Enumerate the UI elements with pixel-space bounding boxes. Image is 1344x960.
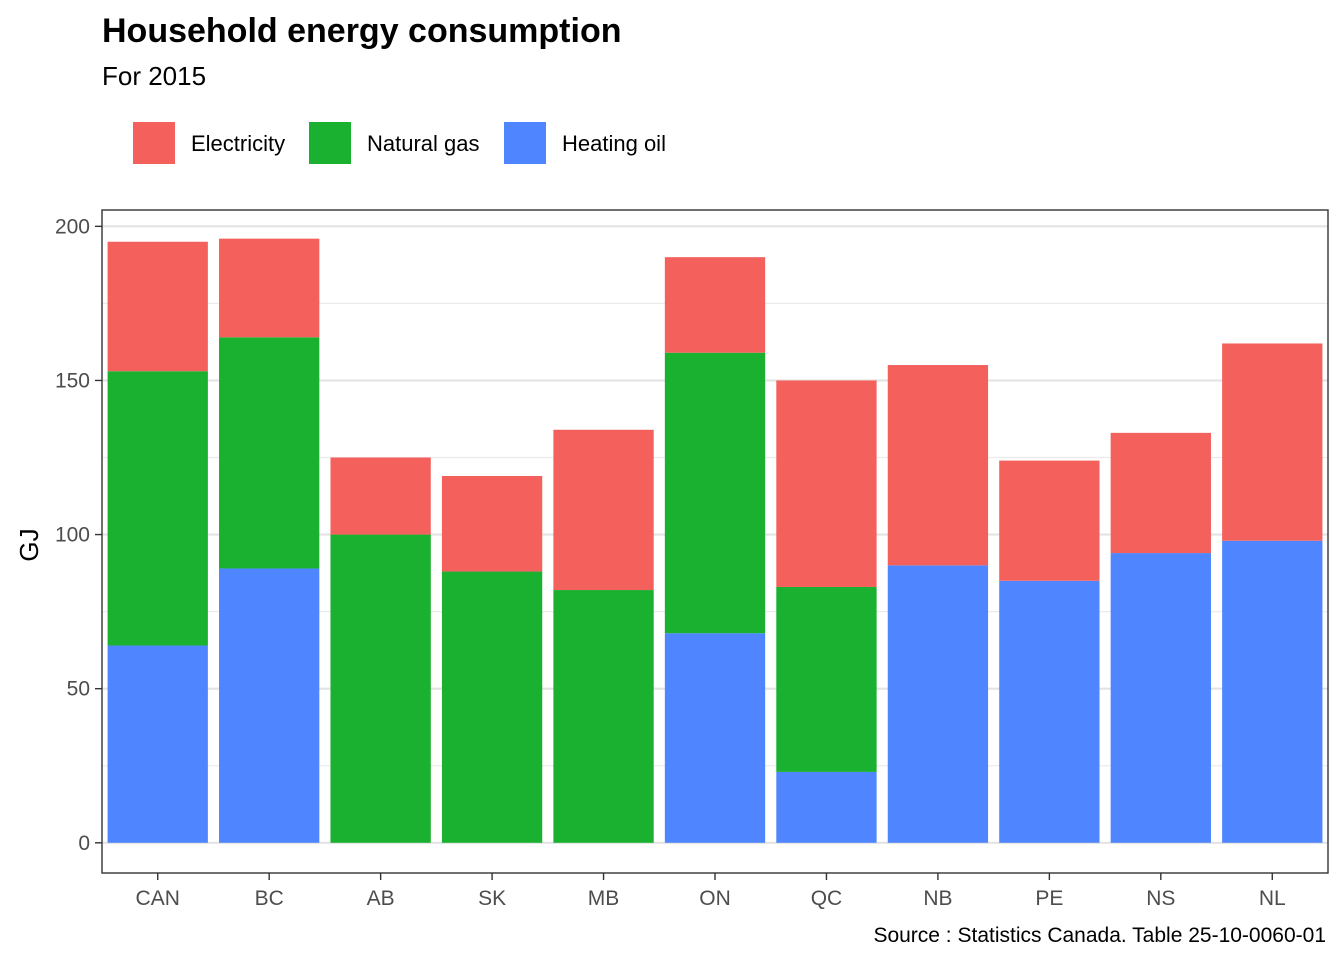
y-axis-title: GJ xyxy=(14,528,44,561)
x-tick-label-pe: PE xyxy=(1035,887,1063,910)
bar-on-electricity xyxy=(664,257,766,353)
x-tick-label-mb: MB xyxy=(588,887,620,910)
bar-mb-natural-gas xyxy=(553,590,654,843)
x-tick-label-sk: SK xyxy=(478,887,506,910)
bar-ab-natural-gas xyxy=(330,534,431,843)
bar-bc-natural-gas xyxy=(219,337,320,569)
bar-bc-electricity xyxy=(219,238,320,338)
x-tick-label-nl: NL xyxy=(1259,887,1286,910)
x-tick-label-ns: NS xyxy=(1146,887,1175,910)
x-tick-label-nb: NB xyxy=(923,887,952,910)
bar-pe-heating-oil xyxy=(999,580,1100,843)
bar-can-natural-gas xyxy=(107,371,208,646)
bar-mb-electricity xyxy=(553,429,654,591)
x-tick-label-on: ON xyxy=(699,887,731,910)
x-tick-label-bc: BC xyxy=(255,887,284,910)
legend-item-heating-oil: Heating oil xyxy=(504,122,666,164)
x-tick-label-qc: QC xyxy=(811,887,843,910)
y-tick-label: 150 xyxy=(55,369,90,392)
bar-sk-electricity xyxy=(441,476,543,572)
chart-subtitle: For 2015 xyxy=(102,61,206,91)
legend-label: Natural gas xyxy=(367,131,480,156)
bar-nl-heating-oil xyxy=(1222,540,1323,843)
bar-qc-heating-oil xyxy=(776,771,877,843)
bar-can-heating-oil xyxy=(107,645,208,843)
bar-nl-electricity xyxy=(1222,343,1323,541)
legend-item-natural-gas: Natural gas xyxy=(309,122,480,164)
bar-can-electricity xyxy=(107,241,208,372)
bar-ab-electricity xyxy=(330,457,431,535)
legend-key xyxy=(309,122,351,164)
bar-on-natural-gas xyxy=(664,352,766,634)
y-tick-label: 100 xyxy=(55,524,90,547)
chart-caption: Source : Statistics Canada. Table 25-10-… xyxy=(873,924,1326,947)
x-tick-label-can: CAN xyxy=(136,887,180,910)
bar-ns-electricity xyxy=(1110,432,1211,554)
legend-label: Electricity xyxy=(191,131,285,156)
bar-sk-natural-gas xyxy=(441,571,543,843)
legend-key xyxy=(133,122,175,164)
legend-label: Heating oil xyxy=(562,131,666,156)
bar-nb-heating-oil xyxy=(887,565,989,843)
x-tick-label-ab: AB xyxy=(367,887,395,910)
bar-qc-electricity xyxy=(776,380,877,587)
bar-bc-heating-oil xyxy=(219,568,320,843)
plot-area: 0 50 100 150 200 CAN BC AB SK MB ON QC NB PE NS NL xyxy=(55,209,1329,910)
bar-ns-heating-oil xyxy=(1110,553,1211,843)
bar-pe-electricity xyxy=(999,460,1100,581)
legend: Electricity Natural gas Heating oil xyxy=(133,122,666,164)
chart-title: Household energy consumption xyxy=(102,12,621,50)
bar-nb-electricity xyxy=(887,365,989,566)
y-tick-label: 0 xyxy=(78,832,90,855)
bar-qc-natural-gas xyxy=(776,586,877,772)
y-tick-label: 200 xyxy=(55,215,90,238)
bar-on-heating-oil xyxy=(664,633,766,843)
legend-key xyxy=(504,122,546,164)
legend-item-electricity: Electricity xyxy=(133,122,285,164)
y-tick-label: 50 xyxy=(67,678,90,701)
